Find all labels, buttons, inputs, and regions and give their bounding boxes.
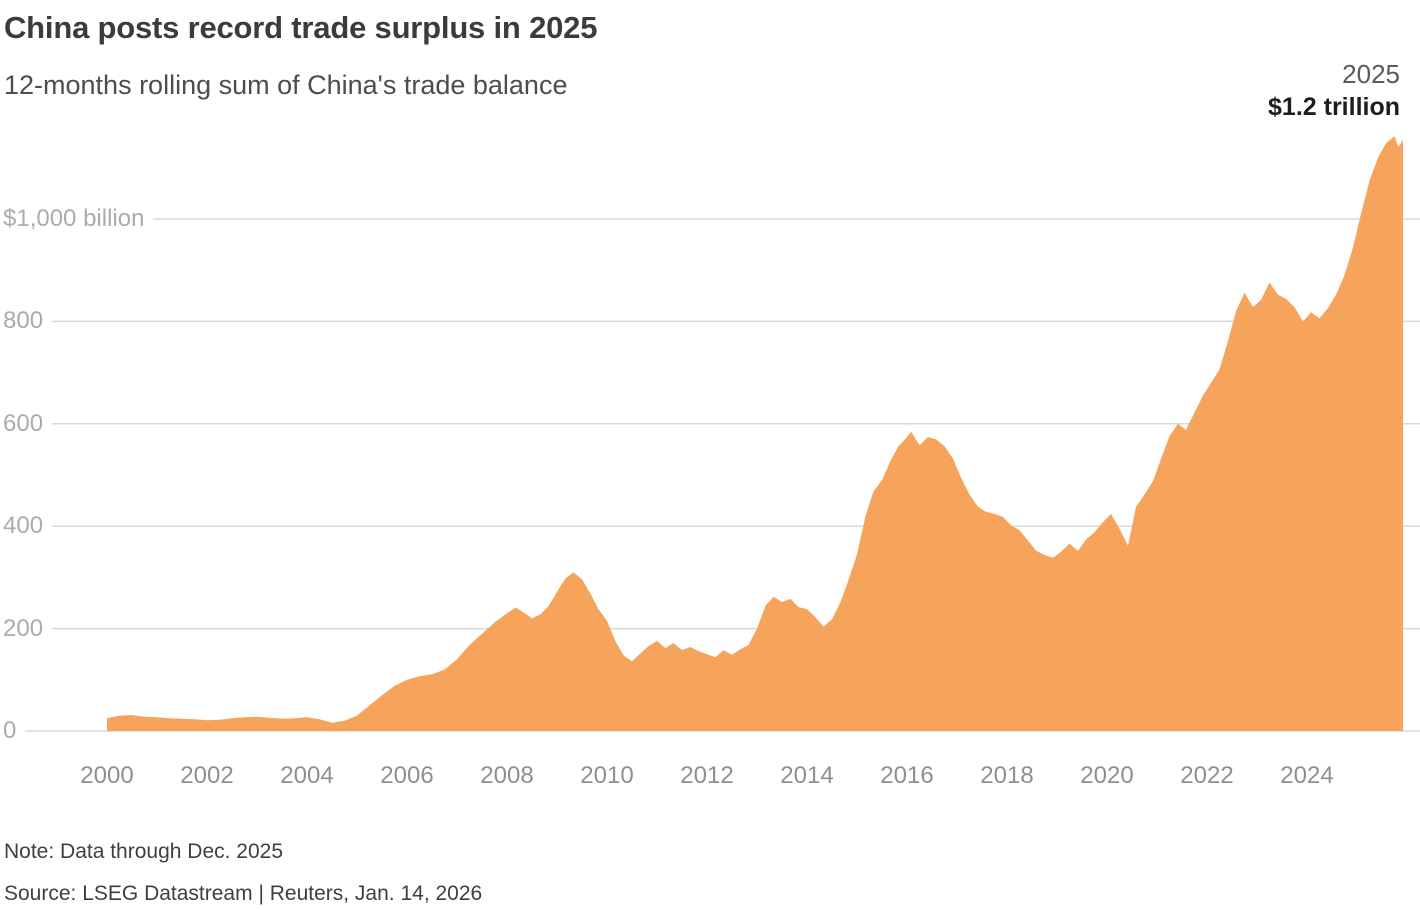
x-tick-label: 2004: [280, 762, 334, 789]
x-tick-label: 2022: [1180, 762, 1234, 789]
x-tick-label: 2006: [380, 762, 434, 789]
chart-area: $1,000 billion 800 600 400 200 0 2000 2002 2004…: [0, 136, 1420, 789]
x-tick-label: 2018: [980, 762, 1034, 789]
x-tick-label: 2000: [80, 762, 134, 789]
latest-value-annotation: 2025 $1.2 trillion: [1268, 58, 1400, 123]
x-tick-label: 2002: [180, 762, 234, 789]
y-tick-label: 400: [0, 511, 53, 541]
chart-source: Source: LSEG Datastream | Reuters, Jan. …: [4, 882, 483, 905]
chart-title: China posts record trade surplus in 2025: [4, 10, 598, 45]
area-chart-svg: [0, 136, 1420, 732]
x-tick-label: 2024: [1280, 762, 1334, 789]
x-tick-label: 2020: [1080, 762, 1134, 789]
annotation-value: $1.2 trillion: [1268, 92, 1400, 121]
y-tick-label: $1,000 billion: [0, 204, 154, 234]
x-tick-label: 2010: [580, 762, 634, 789]
chart-subtitle: 12-months rolling sum of China's trade b…: [4, 70, 568, 100]
y-tick-label: 0: [0, 716, 26, 746]
x-tick-label: 2012: [680, 762, 734, 789]
annotation-year: 2025: [1342, 59, 1400, 89]
trade-balance-area-series: [107, 136, 1403, 732]
chart-note: Note: Data through Dec. 2025: [4, 840, 284, 863]
x-tick-label: 2008: [480, 762, 534, 789]
y-tick-label: 600: [0, 409, 53, 439]
x-tick-label: 2014: [780, 762, 834, 789]
x-tick-label: 2016: [880, 762, 934, 789]
y-tick-label: 200: [0, 614, 53, 644]
y-tick-label: 800: [0, 306, 53, 336]
